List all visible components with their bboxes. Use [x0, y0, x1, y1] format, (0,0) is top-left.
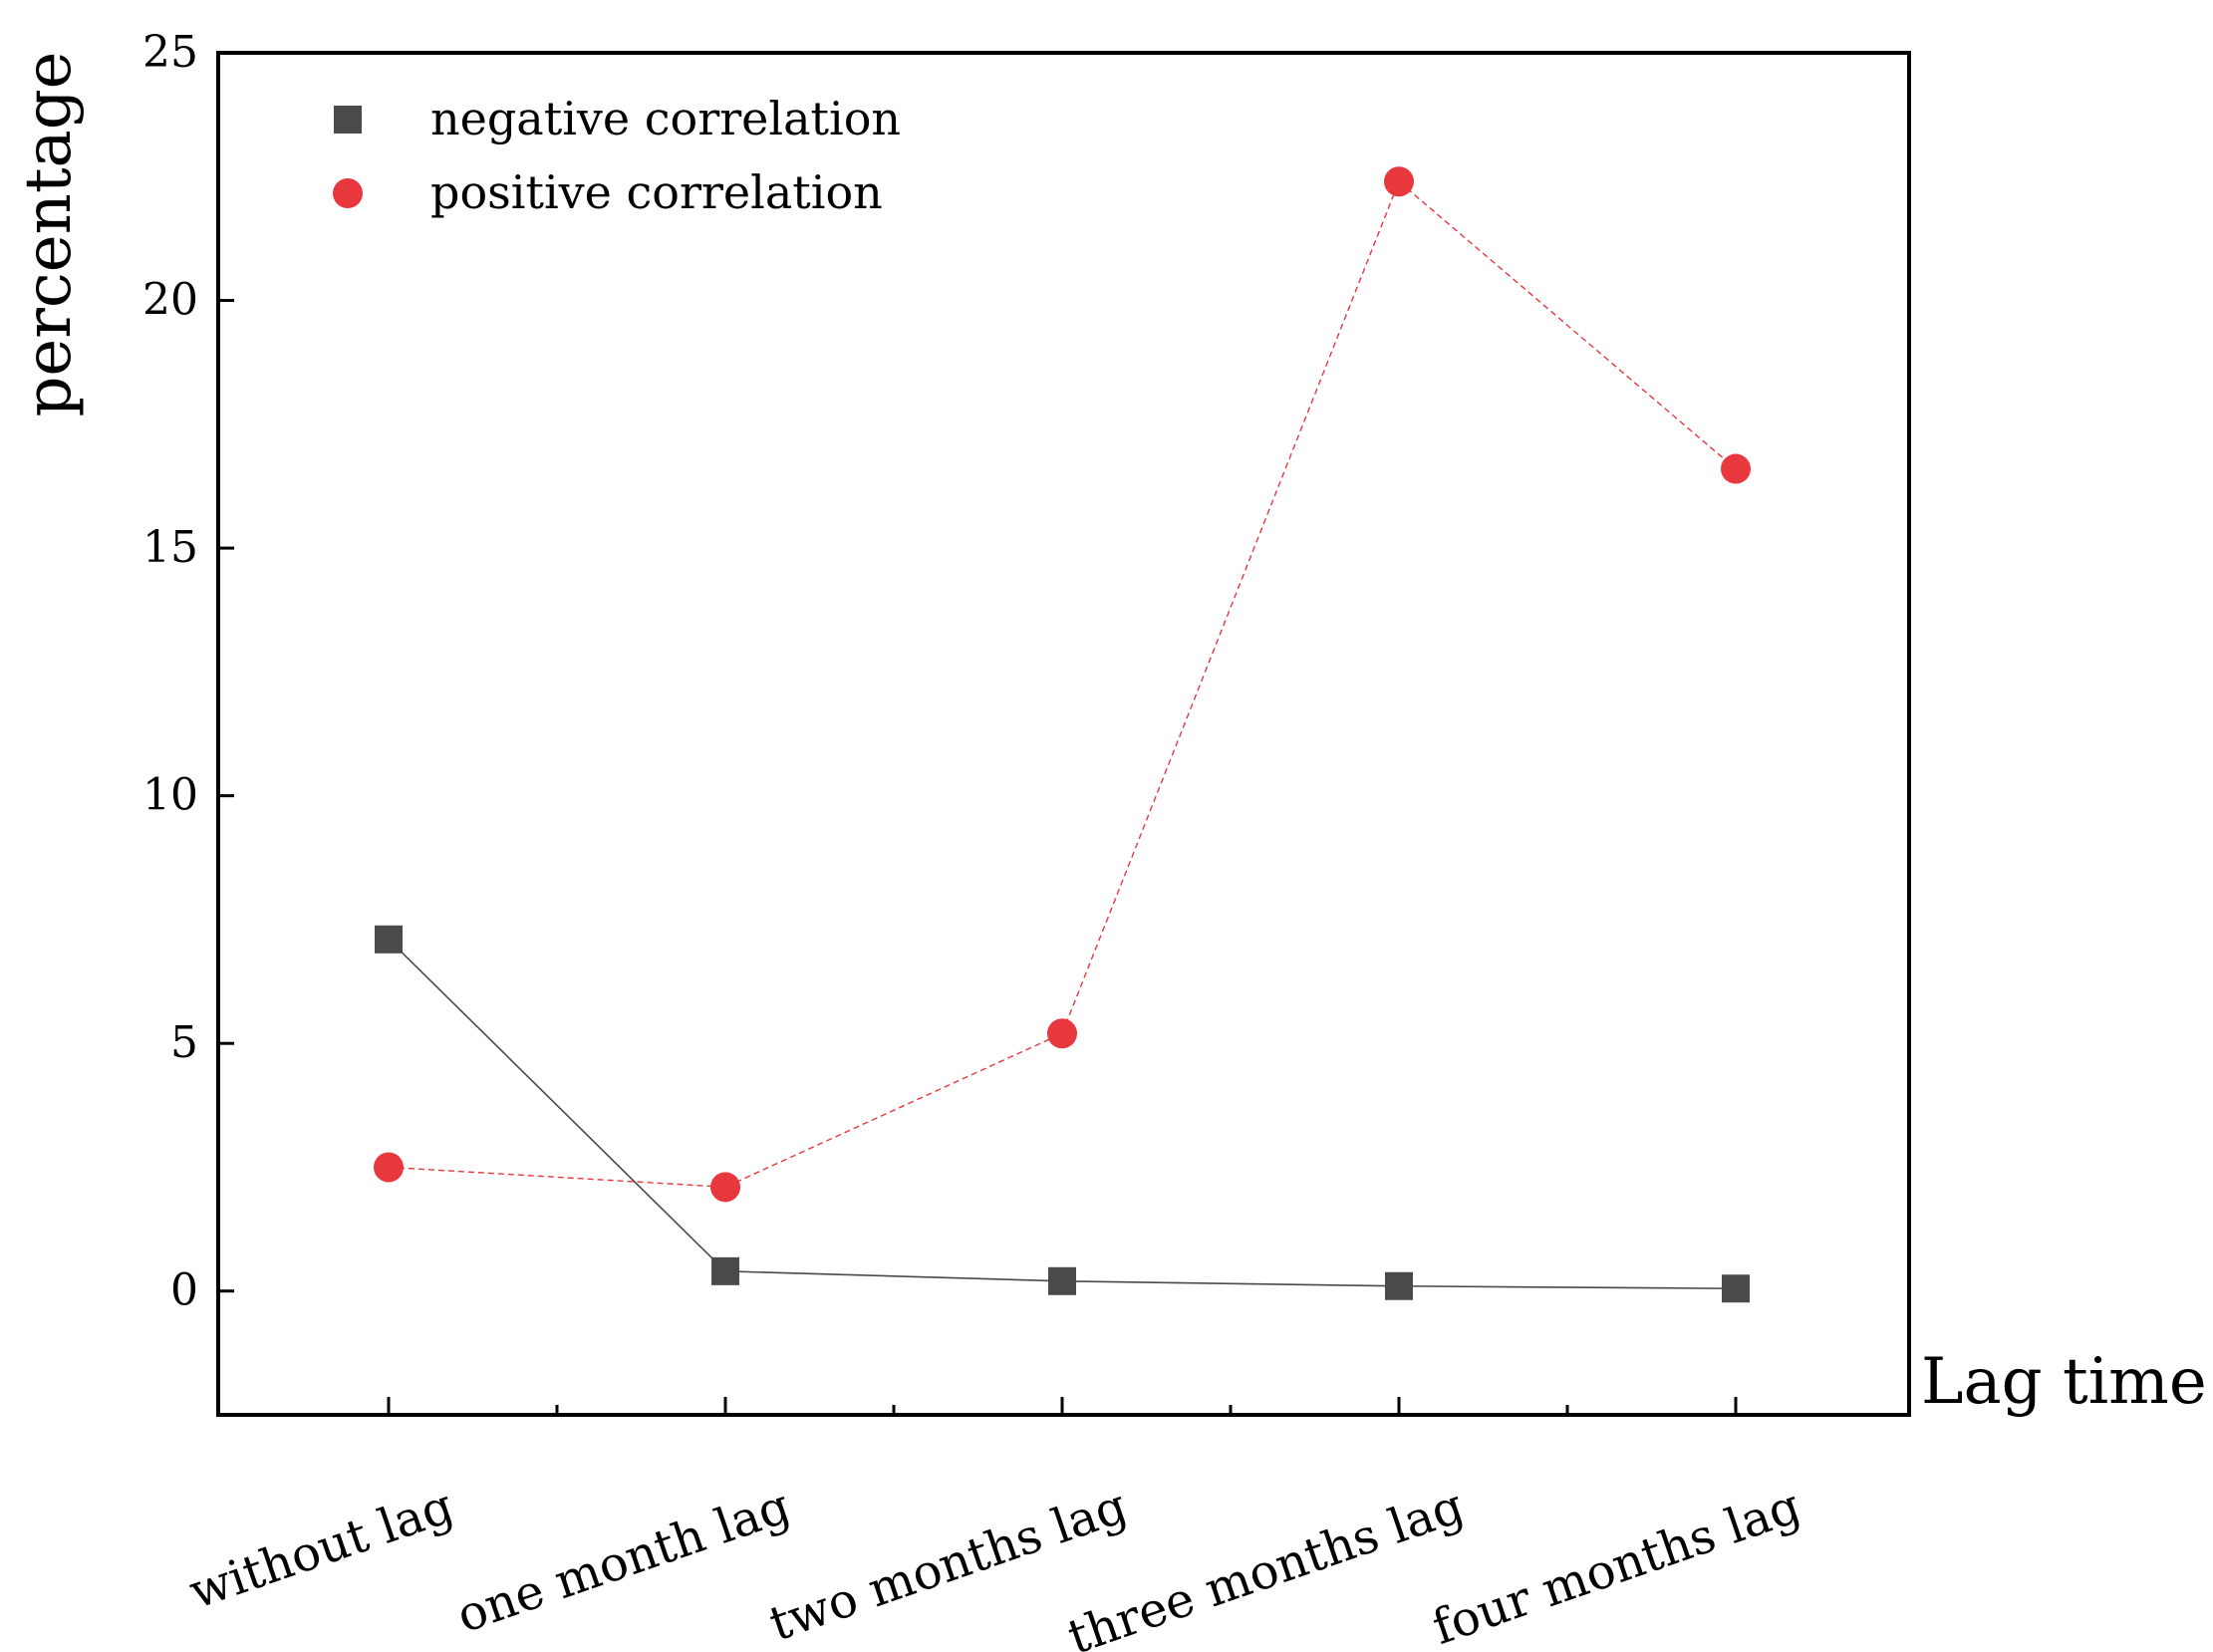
data-point-negative [711, 1256, 739, 1285]
y-tick-label: 15 [142, 522, 198, 573]
legend-label: negative correlation [430, 92, 901, 145]
data-point-positive [374, 1152, 404, 1183]
series-lines [388, 180, 1737, 1290]
y-axis-title: percentage [12, 51, 86, 416]
x-category-label: four months lag [1426, 1478, 1807, 1652]
y-tick-label: 25 [142, 27, 198, 78]
series-line-negative [388, 939, 1737, 1290]
data-point-positive [1384, 166, 1414, 197]
legend: negative correlation positive correlation [333, 92, 901, 219]
x-axis-title: Lag time [1921, 1345, 2207, 1419]
data-point-negative [375, 925, 403, 954]
legend-marker-negative [334, 106, 362, 134]
data-point-positive [710, 1172, 740, 1203]
y-tick-label: 5 [170, 1017, 198, 1068]
y-tick-label: 10 [142, 770, 198, 821]
y-tick-label: 0 [170, 1265, 198, 1316]
data-point-negative [1385, 1271, 1413, 1300]
data-point-negative [1048, 1266, 1076, 1295]
y-axis-ticks: 0 5 10 15 20 25 [142, 27, 234, 1316]
y-tick-label: 20 [142, 275, 198, 326]
series-points [374, 166, 1751, 1303]
data-point-positive [1047, 1018, 1077, 1049]
x-category-label: without lag [182, 1478, 460, 1620]
legend-label: positive correlation [430, 165, 883, 219]
plot-frame [216, 51, 1911, 1417]
data-point-positive [1721, 453, 1751, 484]
data-point-negative [1722, 1274, 1750, 1303]
legend-marker-positive [333, 178, 363, 208]
x-category-label: one month lag [450, 1478, 797, 1644]
